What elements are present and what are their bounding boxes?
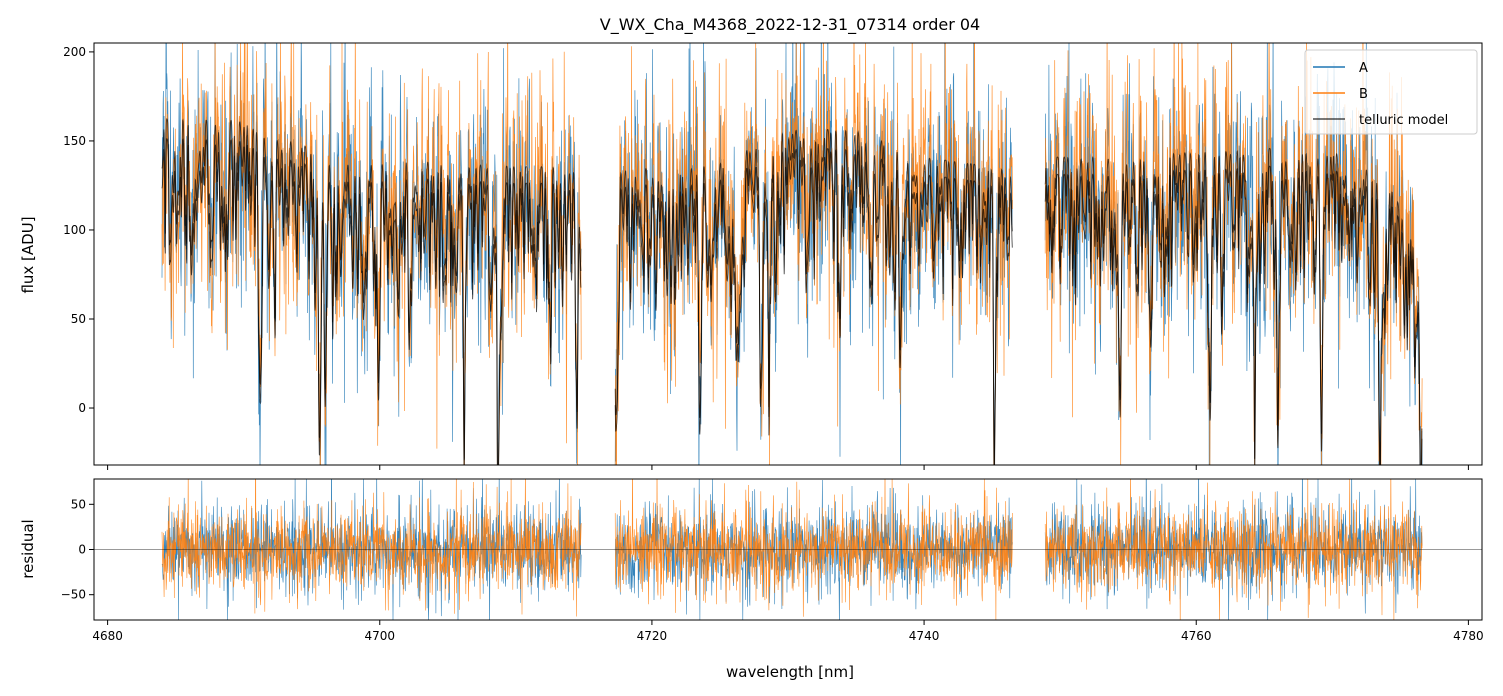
panel-flux: 0 50 100 150 200	[63, 42, 1483, 470]
y-tick-label-residual: 50	[71, 497, 86, 511]
x-tick-label: 4680	[92, 629, 123, 643]
x-tick-label: 4760	[1181, 629, 1212, 643]
legend-label: B	[1359, 87, 1368, 102]
series-telluric-model-line	[1044, 165, 1423, 465]
y-tick-label-flux: 150	[63, 134, 86, 148]
panel-residual: −50 0 50 4680 4700 4720 4740 4760 4780	[61, 478, 1484, 643]
flux-y-axis-label: flux [ADU]	[19, 216, 37, 293]
series-B-residual-line	[161, 479, 582, 617]
y-tick-label-flux: 100	[63, 223, 86, 237]
series-telluric-model-line	[161, 118, 582, 465]
y-tick-label-flux: 0	[78, 401, 86, 415]
x-tick-label: 4720	[637, 629, 668, 643]
series-B-residual-line	[614, 479, 1013, 620]
series-B-residual-line	[1044, 479, 1423, 620]
plot-area-flux	[161, 43, 1423, 465]
residual-y-axis-label: residual	[19, 519, 37, 578]
series-telluric-model-line	[1044, 147, 1423, 465]
x-tick-label: 4740	[909, 629, 940, 643]
legend-box	[1304, 49, 1478, 135]
y-tick-label-residual: 0	[78, 543, 86, 557]
series-B-flux-line	[1044, 43, 1423, 465]
y-tick-label-residual: −50	[61, 588, 86, 602]
x-tick-label: 4780	[1453, 629, 1484, 643]
legend-label: A	[1359, 61, 1368, 76]
y-tick-label-flux: 50	[71, 312, 86, 326]
chart-title: V_WX_Cha_M4368_2022-12-31_07314 order 04	[600, 15, 980, 35]
series-A-residual-line	[1044, 479, 1423, 620]
x-tick-label: 4700	[364, 629, 395, 643]
y-tick-label-flux: 200	[63, 45, 86, 59]
axes-frame-flux	[93, 42, 1483, 466]
legend-label: telluric model	[1359, 113, 1448, 128]
series-telluric-model-line	[614, 128, 1013, 465]
panels-group: 0 50 100 150 200 −50 0 50 4680 4700 4720 4740 4760 47…	[61, 42, 1484, 643]
x-axis-label: wavelength [nm]	[726, 663, 854, 681]
plot-area-residual	[94, 479, 1482, 620]
